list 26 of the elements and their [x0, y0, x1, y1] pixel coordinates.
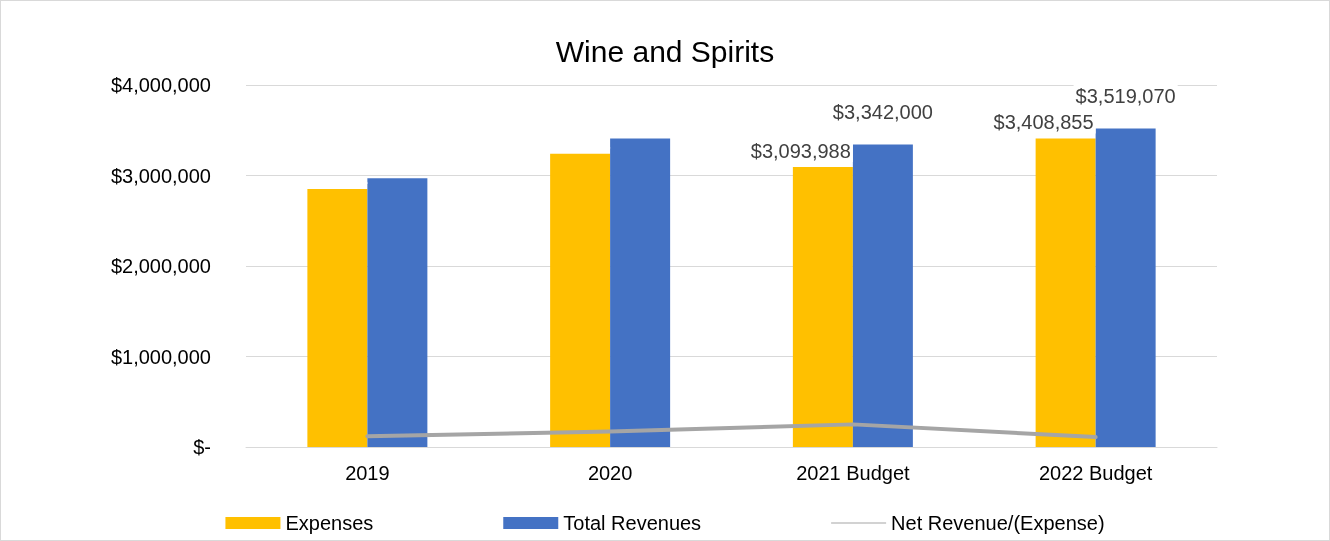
bar: [610, 138, 671, 447]
x-tick-label: 2021 Budget: [796, 462, 911, 484]
bar: [1035, 138, 1096, 447]
y-tick-label: $1,000,000: [110, 345, 211, 368]
y-tick-label: $-: [193, 436, 211, 458]
y-tick-label: $2,000,000: [110, 255, 211, 277]
y-tick-label: $4,000,000: [110, 74, 211, 96]
x-tick-label: 2019: [345, 462, 390, 484]
bar: [852, 144, 913, 447]
legend-label: Total Revenues: [563, 512, 702, 534]
x-tick-label: 2022 Budget: [1038, 462, 1153, 484]
legend-label: Expenses: [285, 512, 374, 534]
chart-title: Wine and Spirits: [555, 34, 775, 68]
data-label: $3,342,000: [832, 100, 933, 123]
data-label: $3,519,070: [1075, 84, 1176, 107]
y-tick-label: $3,000,000: [110, 164, 211, 187]
data-label: $3,093,988: [750, 139, 851, 162]
line-series: [365, 422, 1098, 440]
legend-label: Net Revenue/(Expense): [891, 512, 1105, 534]
bar: [307, 189, 368, 447]
x-tick-label: 2020: [587, 462, 633, 484]
bar: [792, 166, 853, 447]
bar: [1095, 128, 1156, 447]
bar: [367, 178, 428, 447]
data-label: $3,408,855: [993, 111, 1094, 134]
bar: [550, 153, 611, 447]
